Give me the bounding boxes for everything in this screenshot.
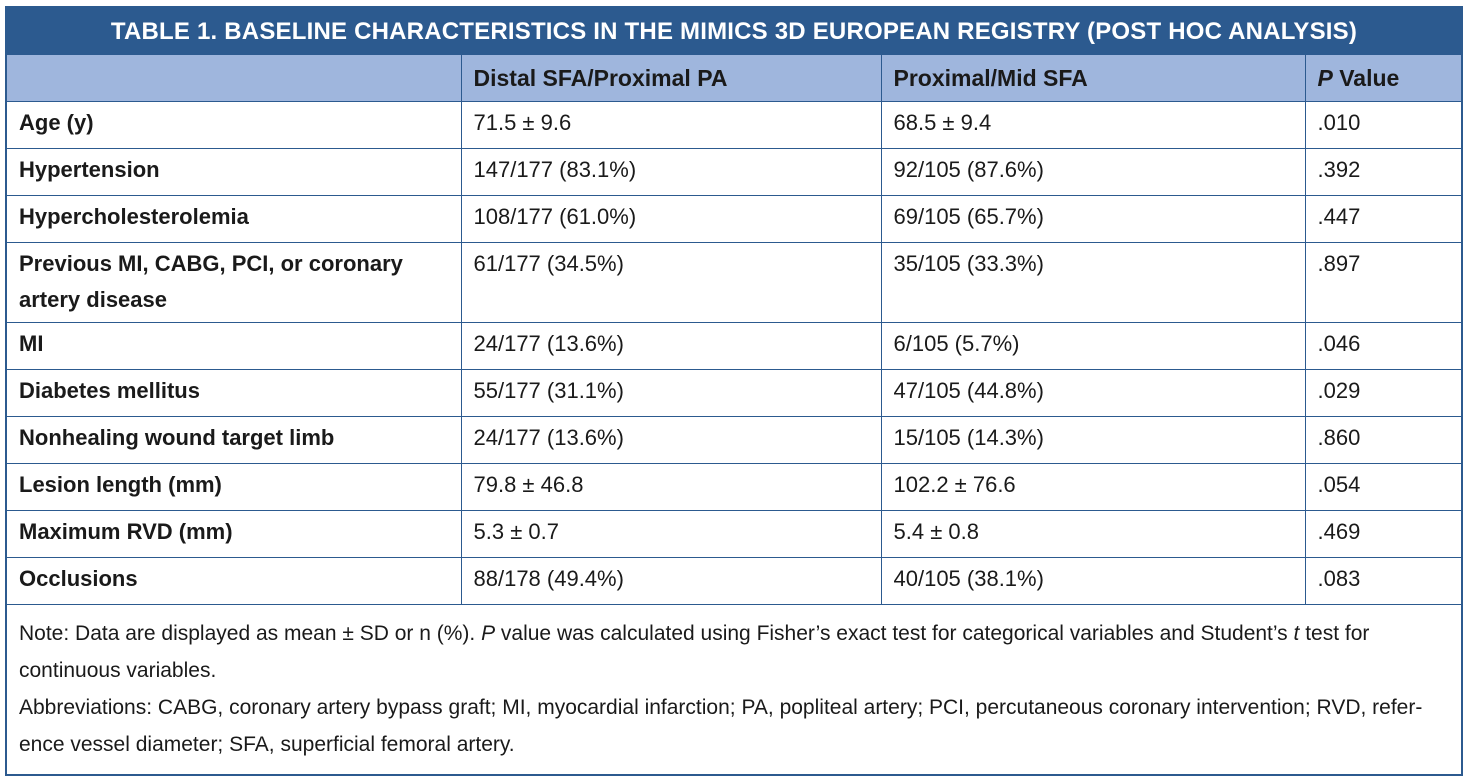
cell-distal-sfa: 79.8 ± 46.8 [461,463,882,511]
header-row: Distal SFA/Proximal PA Proximal/Mid SFA … [7,55,1461,102]
note-part1: Note: Data are displayed as mean ± SD or… [19,621,482,645]
table-row: Previous MI, CABG, PCI, or coronary arte… [7,242,1461,323]
cell-p-value: .860 [1305,416,1461,464]
header-distal-sfa: Distal SFA/Proximal PA [461,55,882,102]
cell-proximal-sfa: 47/105 (44.8%) [881,369,1306,417]
table-container: TABLE 1. BASELINE CHARACTERISTICS IN THE… [5,6,1463,776]
row-label: Previous MI, CABG, PCI, or coronary arte… [7,242,462,323]
table-row: Occlusions 88/178 (49.4%) 40/105 (38.1%) .0… [7,557,1461,605]
cell-p-value: .054 [1305,463,1461,511]
row-label: Maximum RVD (mm) [7,510,462,558]
note-part3: test for continuous variables. [19,621,1370,682]
cell-proximal-sfa: 69/105 (65.7%) [881,195,1306,243]
cell-proximal-sfa: 102.2 ± 76.6 [881,463,1306,511]
cell-distal-sfa: 24/177 (13.6%) [461,322,882,370]
cell-proximal-sfa: 68.5 ± 9.4 [881,101,1306,149]
cell-distal-sfa: 147/177 (83.1%) [461,148,882,196]
table-notes: Note: Data are displayed as mean ± SD or… [7,605,1461,763]
row-label: Diabetes mellitus [7,369,462,417]
cell-p-value: .469 [1305,510,1461,558]
cell-p-value: .083 [1305,557,1461,605]
table-row: Lesion length (mm) 79.8 ± 46.8 102.2 ± 76.… [7,463,1461,511]
cell-p-value: .010 [1305,101,1461,149]
cell-distal-sfa: 88/178 (49.4%) [461,557,882,605]
table-row: Hypertension 147/177 (83.1%) 92/105 (87.6%… [7,148,1461,196]
row-label: MI [7,322,462,370]
cell-proximal-sfa: 15/105 (14.3%) [881,416,1306,464]
row-label: Lesion length (mm) [7,463,462,511]
cell-p-value: .897 [1305,242,1461,323]
baseline-characteristics-table: Distal SFA/Proximal PA Proximal/Mid SFA … [7,55,1461,605]
abbreviations-text: Abbreviations: CABG, coronary artery byp… [19,695,1423,756]
header-proximal-sfa: Proximal/Mid SFA [881,55,1306,102]
header-p-value: P Value [1305,55,1461,102]
cell-p-value: .029 [1305,369,1461,417]
row-label: Occlusions [7,557,462,605]
cell-p-value: .046 [1305,322,1461,370]
cell-distal-sfa: 55/177 (31.1%) [461,369,882,417]
cell-p-value: .447 [1305,195,1461,243]
note-t-italic: t [1293,621,1300,645]
note-part2: value was calculated using Fisher’s exac… [495,621,1294,645]
row-label: Hypercholesterolemia [7,195,462,243]
cell-p-value: .392 [1305,148,1461,196]
table-row: Nonhealing wound target limb 24/177 (13.6… [7,416,1461,464]
cell-proximal-sfa: 6/105 (5.7%) [881,322,1306,370]
header-p-rest: Value [1332,64,1400,91]
cell-proximal-sfa: 40/105 (38.1%) [881,557,1306,605]
table-row: Diabetes mellitus 55/177 (31.1%) 47/105 (4… [7,369,1461,417]
cell-distal-sfa: 108/177 (61.0%) [461,195,882,243]
cell-distal-sfa: 71.5 ± 9.6 [461,101,882,149]
cell-distal-sfa: 24/177 (13.6%) [461,416,882,464]
note-text: Note: Data are displayed as mean ± SD or… [19,615,1449,689]
row-label: Age (y) [7,101,462,149]
row-label: Nonhealing wound target limb [7,416,462,464]
cell-distal-sfa: 61/177 (34.5%) [461,242,882,323]
cell-proximal-sfa: 92/105 (87.6%) [881,148,1306,196]
header-p-italic: P [1317,64,1333,91]
table-row: MI 24/177 (13.6%) 6/105 (5.7%) .046 [7,322,1461,370]
table-row: Hypercholesterolemia 108/177 (61.0%) 69/10… [7,195,1461,243]
cell-proximal-sfa: 5.4 ± 0.8 [881,510,1306,558]
table-row: Age (y) 71.5 ± 9.6 68.5 ± 9.4.010 [7,101,1461,149]
table-row: Maximum RVD (mm) 5.3 ± 0.7 5.4 ± 0.8.469 [7,510,1461,558]
cell-proximal-sfa: 35/105 (33.3%) [881,242,1306,323]
row-label: Hypertension [7,148,462,196]
cell-distal-sfa: 5.3 ± 0.7 [461,510,882,558]
table-title: TABLE 1. BASELINE CHARACTERISTICS IN THE… [7,8,1461,55]
header-characteristic [7,55,462,102]
note-p-italic: P [481,621,496,645]
